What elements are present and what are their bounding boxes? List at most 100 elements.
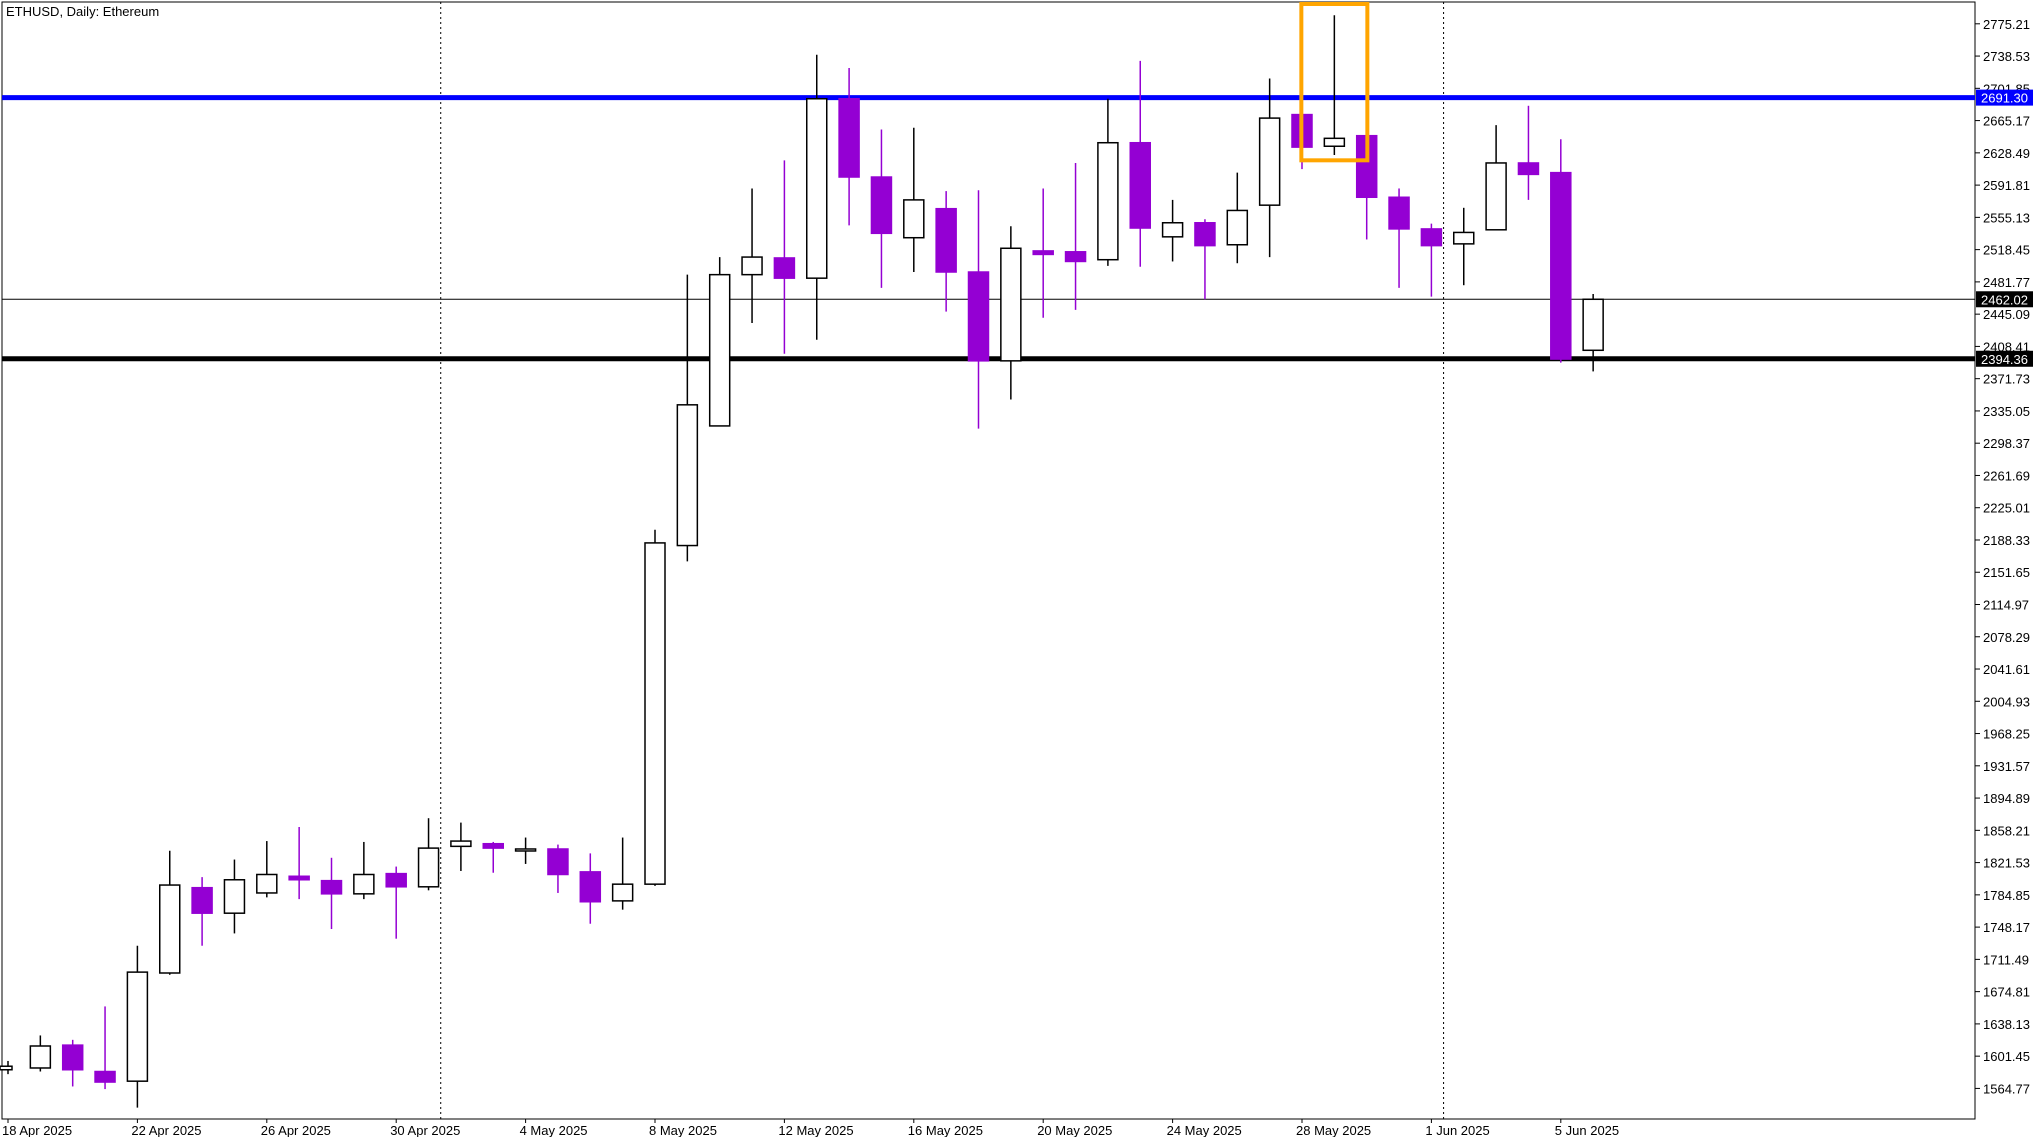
x-tick-label: 22 Apr 2025 [131,1123,201,1137]
y-tick-label: 2335.05 [1983,404,2030,419]
resistance-tag-bg [1976,89,2033,106]
candle [579,853,602,924]
candle-body [417,847,440,888]
y-tick-label: 2151.65 [1983,565,2030,580]
candle-body [870,176,893,235]
x-tick-label: 18 Apr 2025 [2,1123,72,1137]
candle [547,844,569,893]
candle-body [1064,251,1087,263]
candle [385,866,407,939]
candle [288,826,310,900]
candle [838,67,860,226]
x-tick-label: 8 May 2025 [649,1123,717,1137]
chart-title: ETHUSD, Daily: Ethereum [6,4,160,19]
candle-body [1258,117,1281,206]
candle [870,129,893,288]
candle-body [385,872,407,888]
candle-body [256,873,278,894]
y-tick-label: 2078.29 [1983,630,2030,645]
y-tick-label: 2775.21 [1983,17,2030,32]
candle-body [676,404,699,547]
candle [676,274,699,562]
candle-body [0,1065,13,1071]
candle-body [579,871,602,903]
highlight-box [1299,2,1370,163]
x-tick-label: 4 May 2025 [520,1123,588,1137]
candle [1388,188,1410,288]
candle-body [1420,228,1443,247]
y-tick-label: 2408.41 [1983,339,2030,354]
candle-body [1323,137,1346,147]
y-tick-label: 2518.45 [1983,243,2030,258]
y-tick-label: 1821.53 [1983,856,2030,871]
candle-body [967,271,990,362]
y-tick-label: 1638.13 [1983,1017,2030,1032]
candle-body [223,879,246,914]
y-tick-label: 1931.57 [1983,759,2030,774]
candle-body [806,97,828,279]
candle-body [1517,162,1540,176]
candle-body [547,848,569,876]
candle-body [903,199,925,239]
candle-body [1097,141,1119,261]
candle-body [935,207,957,273]
candle-body [1453,231,1475,245]
y-tick-label: 1674.81 [1983,985,2030,1000]
x-tick-label: 20 May 2025 [1037,1123,1112,1137]
y-tick-label: 2188.33 [1983,533,2030,548]
candle [1453,207,1475,286]
candle-body [126,971,149,1082]
y-tick-label: 1894.89 [1983,791,2030,806]
candle [708,257,731,427]
y-tick-label: 1858.21 [1983,823,2030,838]
y-tick-label: 2445.09 [1983,307,2030,322]
candle-body [1032,250,1054,256]
candle [1226,172,1249,264]
y-tick-label: 2591.81 [1983,178,2030,193]
candle [1258,78,1281,258]
y-tick-label: 2004.93 [1983,694,2030,709]
candle [1097,98,1119,266]
x-tick-label: 26 Apr 2025 [261,1123,331,1137]
y-tick-label: 1711.49 [1983,952,2029,967]
candle-body [611,883,634,902]
candle [644,529,666,886]
candle [1420,223,1443,297]
y-tick-label: 2114.97 [1983,598,2029,613]
candle-body [741,256,763,276]
candle [903,127,925,273]
candle [1517,105,1540,200]
candle [1032,188,1054,318]
candle [0,1060,13,1075]
candle-body [482,842,504,849]
candle [1000,226,1022,400]
y-tick-label: 2555.13 [1983,210,2030,225]
current-tag-bg [1976,291,2033,308]
x-tick-label: 30 Apr 2025 [390,1123,460,1137]
candle [94,1006,116,1090]
candle [1129,60,1151,267]
candle [29,1035,52,1072]
x-tick-label: 28 May 2025 [1296,1123,1371,1137]
x-tick-label: 12 May 2025 [778,1123,853,1137]
y-tick-label: 1784.85 [1983,888,2030,903]
candle [320,857,343,930]
support-tag-label: 2394.36 [1981,352,2028,367]
y-tick-label: 2738.53 [1983,49,2030,64]
candle [482,841,504,873]
candle-body [1550,171,1572,360]
candle [935,191,957,312]
candle-body [514,848,537,852]
plot-frame [1,1,1976,1120]
candle-body [1000,247,1022,362]
support-tag-bg [1976,350,2033,367]
y-tick-label: 2665.17 [1983,114,2030,129]
candle-body [1388,196,1410,230]
y-tick-label: 2628.49 [1983,146,2030,161]
y-tick-label: 1564.77 [1983,1081,2030,1096]
x-tick-label: 16 May 2025 [908,1123,983,1137]
candle [514,837,537,864]
candle-body [288,875,310,881]
